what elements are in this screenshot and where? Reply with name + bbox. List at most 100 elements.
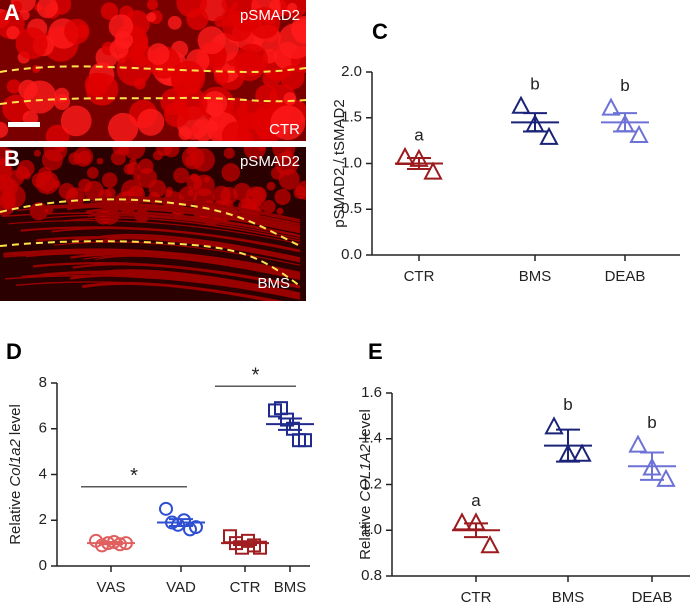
texture [255, 84, 278, 107]
texture [32, 64, 41, 74]
texture [0, 192, 16, 209]
texture [270, 105, 306, 141]
texture [41, 149, 63, 171]
x-tick-label: CTR [230, 579, 261, 596]
texture [58, 147, 65, 151]
texture [73, 195, 301, 221]
y-tick-label: 1.4 [361, 430, 382, 447]
texture [287, 2, 298, 14]
data-point [629, 124, 649, 144]
x-tick-label: BMS [552, 589, 585, 605]
stain-label: pSMAD2 [240, 153, 300, 170]
texture [167, 15, 182, 30]
texture [11, 0, 23, 12]
texture [223, 147, 235, 159]
texture [283, 149, 292, 158]
texture [0, 158, 7, 166]
group-letter: a [471, 491, 481, 510]
data-point [452, 512, 472, 531]
data-point [159, 501, 173, 516]
texture [236, 99, 266, 130]
texture [0, 121, 9, 138]
texture [274, 188, 291, 206]
panel-letter: C [372, 19, 388, 44]
texture [23, 172, 31, 180]
texture [78, 178, 92, 192]
texture [96, 157, 104, 165]
texture [156, 147, 173, 157]
texture [108, 14, 134, 39]
group-letter: b [530, 74, 539, 93]
y-axis-label-gene: Col1a2 [7, 438, 24, 486]
texture [6, 25, 20, 40]
texture [276, 207, 284, 215]
texture [95, 255, 301, 281]
y-tick-label: 0 [39, 557, 47, 574]
boundary [0, 240, 301, 287]
texture [207, 100, 224, 117]
texture [107, 112, 139, 141]
x-tick-label: BMS [274, 579, 307, 596]
micrograph-b [0, 147, 306, 301]
texture [295, 180, 306, 200]
texture [85, 207, 301, 234]
texture [72, 263, 301, 289]
texture [266, 181, 276, 191]
texture [52, 180, 61, 189]
texture [24, 248, 301, 274]
y-axis-label: pSMAD2 / tSMAD2 [331, 99, 348, 227]
texture [100, 2, 119, 20]
texture [280, 65, 305, 90]
x-tick-label: DEAB [605, 268, 646, 285]
boundary [0, 65, 307, 73]
scale-bar [8, 122, 40, 127]
texture [248, 7, 281, 39]
texture [53, 241, 301, 266]
texture [278, 23, 306, 59]
texture [137, 108, 165, 136]
y-tick-label: 6 [39, 420, 47, 437]
y-axis-label-gene: COL1A2 [357, 443, 374, 501]
texture [64, 18, 90, 45]
y-tick-label: 0.0 [341, 246, 362, 263]
panel-letter: D [6, 339, 22, 364]
x-tick-label: CTR [404, 268, 435, 285]
y-axis-label: Relative Col1a2 level [7, 404, 24, 545]
texture [173, 167, 190, 184]
y-axis-label-part: Relative [7, 491, 24, 545]
y-axis-label-part: level [357, 409, 374, 440]
texture [86, 167, 99, 179]
texture [174, 87, 208, 121]
texture [68, 152, 81, 165]
texture [147, 43, 170, 66]
data-point [572, 443, 592, 462]
stain-label: pSMAD2 [240, 7, 300, 24]
texture [54, 87, 70, 103]
group-letter: b [647, 413, 656, 432]
texture [262, 69, 281, 88]
texture [129, 42, 153, 66]
texture [283, 92, 297, 106]
texture [187, 189, 194, 197]
data-point [480, 535, 500, 554]
texture [221, 163, 241, 182]
data-point [539, 126, 559, 145]
significance-star: * [130, 465, 138, 487]
texture [15, 27, 48, 60]
texture [60, 105, 92, 137]
y-axis-label-part: level [7, 404, 24, 435]
texture [33, 149, 41, 157]
texture [77, 150, 92, 165]
panel-letter: A [4, 0, 20, 25]
y-tick-label: 1.2 [361, 475, 382, 492]
texture [66, 204, 301, 231]
image-overlays: A pSMAD2 CTR B pSMAD2 BMS [0, 0, 307, 292]
group-letter: b [620, 76, 629, 95]
texture [146, 0, 158, 11]
y-tick-label: 0.5 [341, 200, 362, 217]
data-point [511, 95, 531, 114]
texture [0, 178, 19, 197]
texture [257, 107, 272, 122]
data-point [253, 540, 267, 555]
x-tick-label: VAS [97, 579, 126, 596]
